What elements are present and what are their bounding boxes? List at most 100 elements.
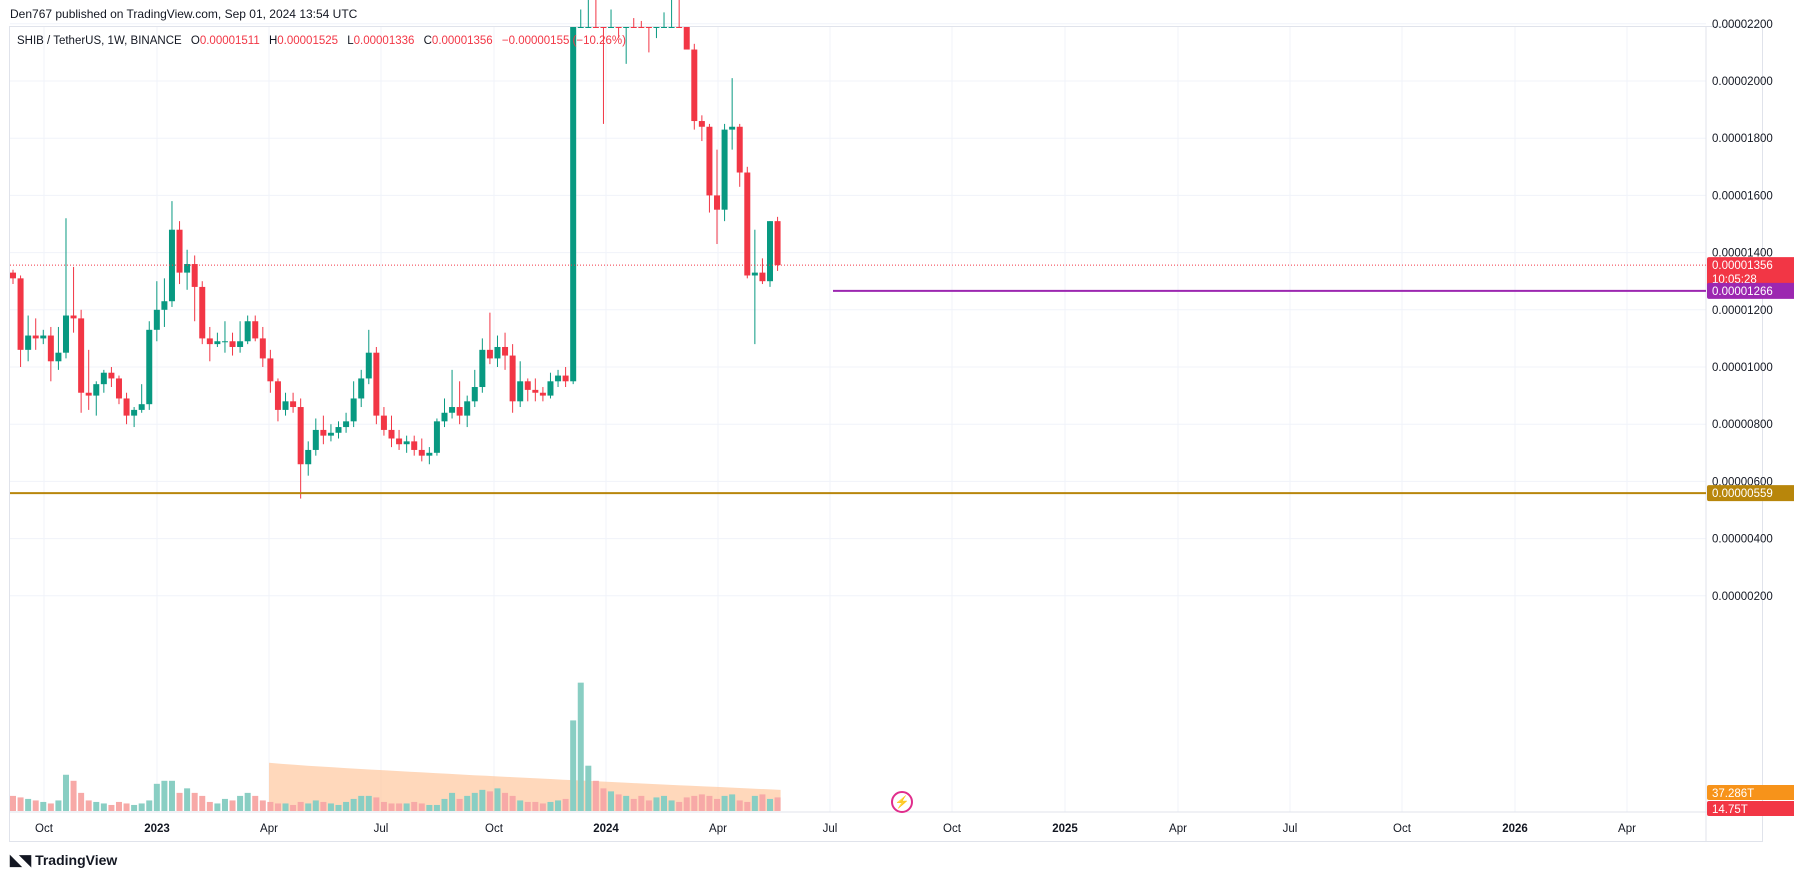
volume-bar: [570, 720, 577, 811]
candle-body: [653, 27, 660, 28]
price-badges: 0.0000135610:05:280.000012660.0000055937…: [1707, 257, 1794, 816]
candle-body: [721, 129, 728, 210]
open-label: O: [190, 35, 200, 47]
volume-bar: [600, 788, 607, 811]
candle-body: [161, 301, 168, 310]
volume-bar: [365, 795, 372, 811]
line1-badge-box: [1707, 282, 1794, 299]
candle-body: [638, 27, 645, 28]
volume-bar: [653, 797, 660, 811]
symbol-label: SHIB / TetherUS, 1W, BINANCE: [17, 35, 182, 47]
volume-bar: [661, 795, 668, 811]
volume-bar: [131, 804, 138, 811]
time-tick-label: 2026: [1502, 823, 1528, 835]
candle-body: [698, 121, 705, 127]
volume-bar: [343, 801, 350, 811]
price-tick-label: 0.00001400: [1712, 248, 1773, 260]
volume-bar: [191, 792, 198, 811]
candle-body: [70, 315, 77, 319]
candle-body: [471, 387, 478, 402]
candle-body: [555, 375, 562, 382]
volume-bar: [282, 803, 289, 811]
volume-bar: [161, 780, 168, 811]
volume-bar: [70, 780, 77, 811]
volume-bar: [539, 803, 546, 811]
candle-body: [115, 378, 122, 399]
candle-body: [464, 401, 471, 416]
volume-bar: [494, 788, 501, 811]
candle-body: [494, 346, 501, 359]
volume-bar: [456, 798, 463, 811]
volume-bar: [380, 801, 387, 811]
candle-body: [252, 321, 259, 339]
volume-bar: [335, 804, 342, 811]
volume-bar: [290, 804, 297, 811]
volume-bar: [562, 798, 569, 811]
candle-body: [153, 309, 160, 330]
last-price-badge-box: [1707, 257, 1794, 288]
brand-label: TradingView: [35, 852, 118, 868]
candle-body: [184, 264, 191, 273]
time-tick-label: Apr: [260, 823, 278, 835]
volume-bar: [767, 798, 773, 811]
volume-bar: [396, 803, 403, 811]
volume-bar: [214, 803, 221, 811]
volume-bar: [184, 788, 191, 811]
volume-bar: [244, 792, 251, 811]
volume-ma-area: [269, 762, 781, 811]
volume-bar: [297, 801, 304, 811]
candle-body: [615, 27, 622, 28]
volume-bar: [168, 780, 175, 811]
candle-body: [509, 355, 516, 402]
candle-body: [40, 335, 47, 339]
footer-brand[interactable]: ◣◥ TradingView: [10, 851, 117, 869]
candle-body: [320, 429, 327, 436]
candle-body: [199, 286, 206, 339]
candle-body: [570, 27, 577, 382]
candle-body: [214, 341, 221, 345]
time-tick-label: 2023: [144, 823, 170, 835]
candle-body: [85, 392, 92, 396]
candle-body: [426, 452, 433, 456]
candle-body: [433, 421, 440, 453]
volume-bar: [274, 803, 281, 811]
volume-bar: [555, 800, 562, 811]
candle-body: [176, 229, 183, 273]
volume-bar: [10, 795, 16, 811]
volume-bar: [759, 794, 766, 811]
volume-bar: [706, 795, 713, 811]
time-tick-label: Oct: [35, 823, 54, 835]
low-value: 0.00001336: [353, 35, 415, 47]
volume-bar: [517, 800, 524, 811]
volume-bar: [153, 783, 160, 811]
volume-bar: [327, 803, 334, 811]
volume-bar: [221, 798, 228, 811]
volume-bar: [691, 795, 698, 811]
volume-bar: [592, 780, 599, 811]
time-axis: Oct 2023 Apr Jul Oct 2024 Apr Jul Oct 2025 Apr Jul O…: [35, 823, 1636, 835]
volume-bar: [62, 774, 69, 811]
candle-body: [237, 341, 244, 347]
time-tick-label: 2025: [1052, 823, 1078, 835]
line1-badge-text: 0.00001266: [1712, 286, 1773, 298]
price-tick-label: 0.00002000: [1712, 76, 1773, 88]
volume-bar: [403, 803, 410, 811]
lightning-icon[interactable]: ⚡: [891, 791, 913, 813]
candle-body: [714, 195, 721, 210]
candle-body: [78, 318, 85, 393]
candle-body: [706, 126, 713, 196]
volume-bar: [78, 792, 85, 811]
volume-bar: [176, 792, 183, 811]
line2-badge-box: [1707, 485, 1794, 502]
grid: [10, 23, 1763, 841]
time-tick-label: Oct: [485, 823, 504, 835]
volume-bar: [305, 803, 312, 811]
candle-body: [767, 221, 773, 282]
volume-bar: [267, 801, 274, 811]
candle-body: [661, 27, 668, 28]
candle-body: [411, 441, 418, 450]
symbol-legend: SHIB / TetherUS, 1W, BINANCE O0.00001511…: [17, 35, 626, 47]
candle-body: [691, 49, 698, 122]
time-tick-label: Apr: [1618, 823, 1636, 835]
